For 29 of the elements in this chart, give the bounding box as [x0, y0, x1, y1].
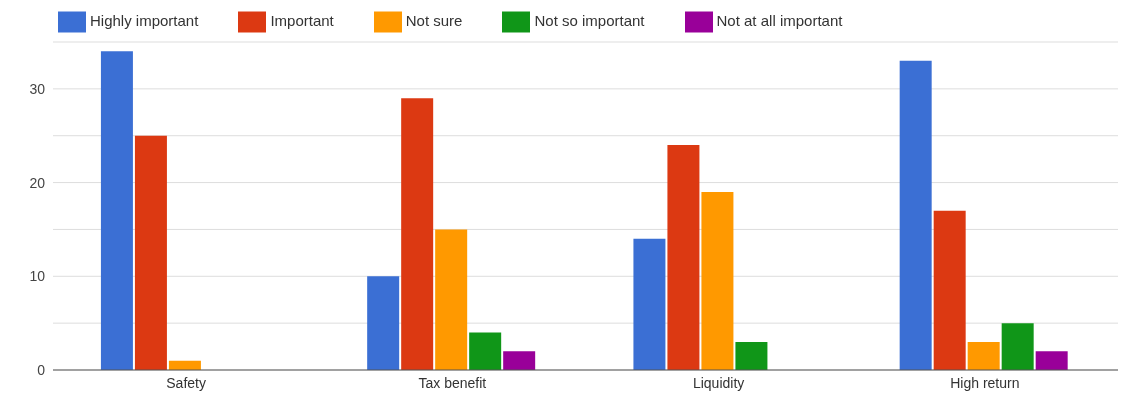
y-tick-label: 30 — [29, 80, 46, 97]
y-tick-label: 20 — [29, 174, 46, 191]
bar — [1035, 351, 1068, 370]
bar — [503, 351, 536, 370]
bar — [367, 276, 400, 370]
bar — [1001, 323, 1034, 370]
bar — [134, 135, 167, 370]
legend-label: Not sure — [405, 11, 463, 29]
bar — [701, 191, 734, 370]
bar — [469, 332, 502, 370]
legend-label: Not at all important — [716, 11, 843, 29]
x-tick-label: Safety — [166, 374, 206, 391]
x-tick-label: Liquidity — [692, 374, 745, 391]
y-tick-label: 0 — [37, 361, 46, 378]
bar — [633, 238, 666, 370]
bar — [735, 341, 768, 370]
bar — [967, 341, 1000, 370]
bar — [401, 98, 434, 370]
legend-label: Highly important — [90, 11, 199, 29]
y-tick-label: 10 — [29, 268, 46, 285]
bar — [100, 51, 133, 370]
bar — [435, 229, 468, 370]
bar — [933, 210, 966, 370]
x-tick-label: Tax benefit — [418, 374, 487, 391]
bar — [667, 145, 700, 370]
bar — [899, 60, 932, 370]
legend-label: Not so important — [534, 11, 645, 29]
x-tick-label: High return — [950, 374, 1020, 391]
legend-label: Important — [270, 11, 334, 29]
